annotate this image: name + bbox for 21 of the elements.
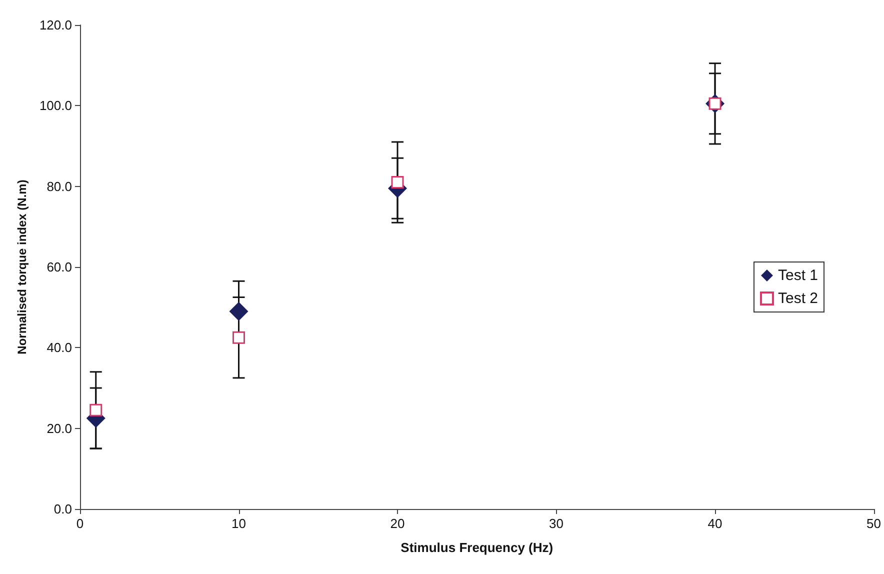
y-axis-title: Normalised torque index (N.m) xyxy=(15,180,29,354)
y-tick-label: 0.0 xyxy=(54,502,72,516)
x-tick-label: 30 xyxy=(549,516,564,531)
point xyxy=(90,404,102,416)
x-tick-label: 10 xyxy=(232,516,246,531)
y-tick-label: 100.0 xyxy=(39,98,72,114)
x-tick-label: 20 xyxy=(390,516,405,531)
legend-label: Test 2 xyxy=(778,290,818,307)
y-tick-label: 40.0 xyxy=(46,340,72,356)
point xyxy=(229,302,248,321)
x-tick-label: 50 xyxy=(866,516,882,531)
y-tick-label: 120.0 xyxy=(39,18,72,32)
x-tick-label: 40 xyxy=(708,516,722,531)
y-tick-label: 20.0 xyxy=(46,420,72,436)
y-tick-label: 60.0 xyxy=(46,260,72,274)
legend-label: Test 1 xyxy=(778,267,818,284)
x-axis-title: Stimulus Frequency (Hz) xyxy=(400,540,554,555)
x-tick-label: 0 xyxy=(76,516,84,531)
y-tick-label: 80.0 xyxy=(46,178,72,194)
point xyxy=(232,331,246,344)
point xyxy=(391,176,404,189)
